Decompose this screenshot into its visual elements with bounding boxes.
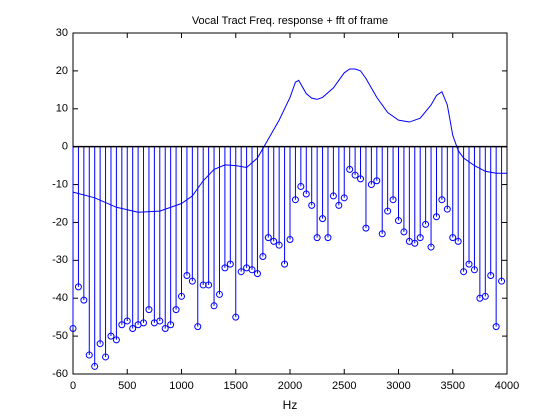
- stem-marker: [454, 237, 462, 245]
- stem-marker: [210, 302, 218, 310]
- stem-marker: [319, 215, 327, 223]
- stem-marker: [498, 277, 506, 285]
- stem-marker: [449, 234, 457, 242]
- stem-marker: [215, 290, 223, 298]
- stem-marker: [411, 239, 419, 247]
- x-tick-label: 4000: [495, 380, 519, 392]
- stem-marker: [80, 296, 88, 304]
- stem-marker: [351, 171, 359, 179]
- stem-marker: [286, 235, 294, 243]
- stem-marker: [112, 336, 120, 344]
- stem-marker: [226, 260, 234, 268]
- y-tick-label: -50: [52, 330, 68, 342]
- stem-marker: [422, 220, 430, 228]
- stem-marker: [362, 224, 370, 232]
- y-tick-label: -10: [52, 178, 68, 190]
- stem-marker: [167, 321, 175, 329]
- y-tick-label: -60: [52, 368, 68, 380]
- stem-marker: [384, 207, 392, 215]
- stem-marker: [123, 317, 131, 325]
- stem-marker: [232, 313, 240, 321]
- stem-marker: [481, 292, 489, 300]
- stem-marker: [74, 283, 82, 291]
- x-tick-label: 0: [70, 380, 76, 392]
- stem-marker: [302, 190, 310, 198]
- stem-marker: [161, 325, 169, 333]
- stem-marker: [291, 196, 299, 204]
- stem-marker: [378, 230, 386, 238]
- stem-marker: [270, 237, 278, 245]
- stem-marker: [308, 201, 316, 209]
- stem-marker: [400, 228, 408, 236]
- stem-marker: [443, 205, 451, 213]
- stem-marker: [367, 181, 375, 189]
- stem-marker: [470, 266, 478, 274]
- stem-marker: [275, 241, 283, 249]
- stem-marker: [492, 323, 500, 331]
- x-tick-label: 1500: [224, 380, 248, 392]
- stem-marker: [253, 270, 261, 278]
- stem-marker: [281, 260, 289, 268]
- x-tick-label: 500: [118, 380, 136, 392]
- stem-marker: [389, 196, 397, 204]
- chart-title: Vocal Tract Freq. response + fft of fram…: [192, 15, 388, 27]
- y-tick-label: -20: [52, 216, 68, 228]
- stem-marker: [329, 192, 337, 200]
- stem-marker: [340, 194, 348, 202]
- stem-marker: [221, 264, 229, 272]
- stem-marker: [465, 260, 473, 268]
- stem-marker: [346, 165, 354, 173]
- stem-marker: [297, 182, 305, 190]
- x-tick-label: 2000: [278, 380, 302, 392]
- stem-marker: [259, 253, 267, 261]
- stem-marker: [248, 266, 256, 274]
- stem-marker: [264, 234, 272, 242]
- stem-marker: [357, 175, 365, 183]
- y-tick-label: 30: [56, 27, 68, 39]
- stem-marker: [438, 196, 446, 204]
- stem-marker: [91, 362, 99, 370]
- stem-marker: [237, 268, 245, 276]
- stem-marker: [178, 292, 185, 300]
- stem-marker: [194, 323, 202, 331]
- stem-marker: [69, 325, 77, 333]
- stem-marker: [324, 234, 332, 242]
- stem-marker: [156, 317, 164, 325]
- stem-marker: [460, 268, 468, 276]
- y-tick-label: 0: [62, 141, 68, 153]
- x-axis-label: Hz: [283, 398, 298, 412]
- response-line: [72, 68, 507, 213]
- stem-marker: [188, 277, 196, 285]
- stem-marker: [172, 306, 180, 314]
- stem-marker: [96, 340, 104, 348]
- stem-marker: [107, 332, 115, 340]
- stem-marker: [395, 217, 402, 225]
- stem-marker: [313, 234, 321, 242]
- y-tick-label: 20: [56, 65, 68, 77]
- stem-marker: [129, 325, 137, 333]
- stem-marker: [102, 353, 110, 361]
- stem-marker: [140, 319, 148, 327]
- stem-marker: [373, 177, 381, 185]
- stem-marker: [432, 213, 440, 221]
- x-tick-label: 1000: [169, 380, 193, 392]
- stem-marker: [145, 306, 153, 314]
- x-tick-label: 3500: [441, 380, 465, 392]
- y-tick-label: -40: [52, 292, 68, 304]
- stem-marker: [205, 281, 213, 289]
- stem-marker: [416, 234, 424, 242]
- stem-marker: [183, 271, 191, 279]
- x-tick-label: 3000: [386, 380, 410, 392]
- stem-marker: [85, 351, 93, 359]
- y-tick-label: -30: [52, 254, 68, 266]
- stem-marker: [199, 281, 207, 289]
- stem-marker: [487, 271, 495, 279]
- x-tick-label: 2500: [332, 380, 356, 392]
- y-tick-label: 10: [56, 103, 68, 115]
- stem-marker: [118, 321, 126, 329]
- stem-marker: [427, 243, 435, 251]
- stem-marker: [335, 201, 343, 209]
